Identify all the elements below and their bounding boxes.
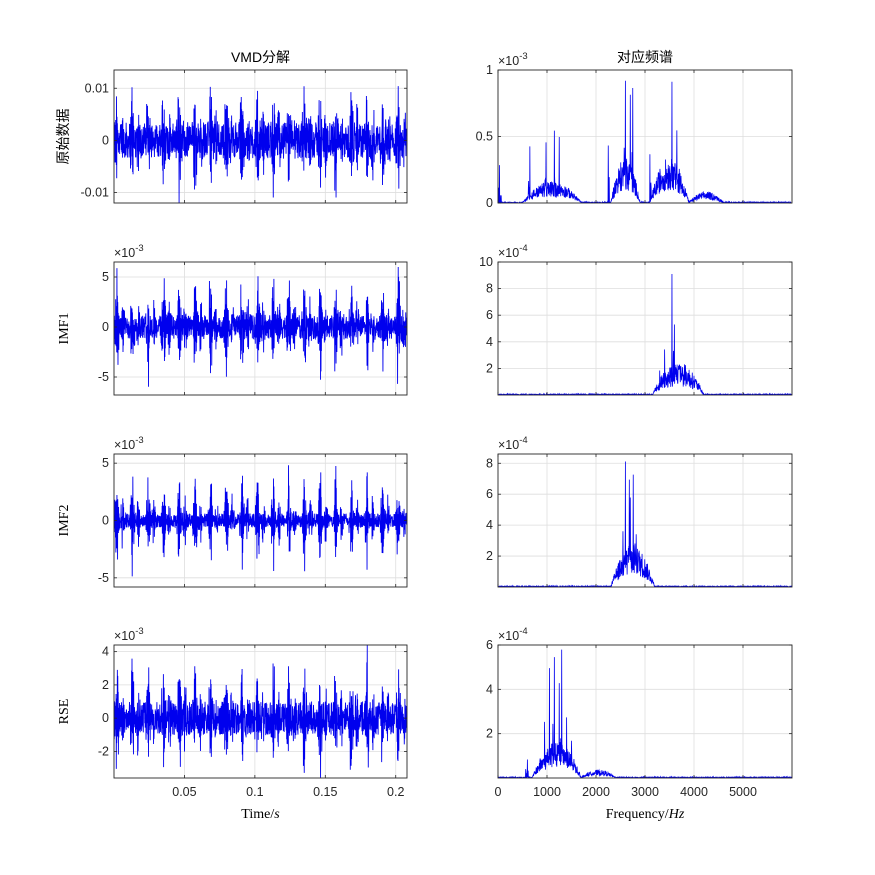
y-tick-label: 4 [486,682,493,696]
panel-imf1-spectrum: 2 4 6 8 10 ×10-4 [479,243,793,396]
y-tick-label: 0 [102,514,109,528]
y-tick-label: 10 [479,255,493,269]
y-exponent-label: ×10-3 [114,243,144,260]
x-tick-label: 0 [495,785,502,799]
panel-title: 对应频谱 [617,49,673,65]
y-tick-label: -0.01 [81,186,110,200]
y-tick-label: -2 [98,744,109,758]
x-axis-label: Frequency/Hz [606,807,685,822]
y-tick-label: 1 [486,63,493,77]
y-tick-label: 0.01 [85,81,109,95]
x-tick-label: 0.2 [387,785,404,799]
y-exponent-label: ×10-3 [498,51,528,68]
panel-raw-spectrum: 0 0.5 1 ×10-3 对应频谱 [476,49,793,210]
series-line [114,267,407,387]
panel-imf1-time: -5 0 5 ×10-3 IMF1 [57,243,408,396]
y-exponent-label: ×10-3 [114,435,144,452]
y-tick-label: 2 [486,727,493,741]
panel-rse-time: -2 0 2 4 0.05 0.1 0.15 0.2 ×10-3 RSE Time/s [57,626,408,822]
y-tick-label: 4 [486,335,493,349]
y-tick-label: 0 [102,133,109,147]
y-exponent-label: ×10-3 [114,626,144,643]
x-tick-label: 0.15 [313,785,337,799]
y-tick-label: 0 [102,320,109,334]
y-exponent-label: ×10-4 [498,626,528,643]
x-tick-label: 0.05 [172,785,196,799]
series-line [114,465,407,577]
y-tick-label: 8 [486,456,493,470]
y-tick-label: 4 [102,645,109,659]
panel-imf2-spectrum: 2 4 6 8 ×10-4 [486,435,793,588]
x-tick-label: 0.1 [246,785,263,799]
x-tick-label: 4000 [680,785,708,799]
y-tick-label: 2 [102,678,109,692]
y-exponent-label: ×10-4 [498,243,528,260]
y-axis-label: IMF1 [57,313,72,345]
y-tick-label: -5 [98,370,109,384]
panel-imf2-time: -5 0 5 ×10-3 IMF2 [57,435,408,588]
x-tick-label: 2000 [582,785,610,799]
y-exponent-label: ×10-4 [498,435,528,452]
panel-title: VMD分解 [231,49,290,65]
y-tick-label: -5 [98,571,109,585]
y-tick-label: 6 [486,308,493,322]
y-tick-label: 4 [486,518,493,532]
y-tick-label: 0 [102,711,109,725]
axes-box [113,69,408,204]
axes-box [113,261,408,396]
axes-box [113,644,408,779]
y-tick-label: 8 [486,282,493,296]
y-axis-label: IMF2 [57,505,72,537]
y-tick-label: 0 [486,196,493,210]
x-tick-label: 1000 [533,785,561,799]
x-tick-label: 5000 [729,785,757,799]
y-axis-label: 原始数据 [56,109,72,165]
y-tick-label: 6 [486,638,493,652]
y-tick-label: 2 [486,549,493,563]
y-tick-label: 6 [486,487,493,501]
panel-rse-spectrum: 2 4 6 0 1000 2000 3000 4000 5000 ×10-4 Frequency/H… [486,626,793,822]
y-tick-label: 5 [102,456,109,470]
x-tick-label: 3000 [631,785,659,799]
series-line [114,645,407,778]
y-tick-label: 0.5 [476,130,493,144]
y-tick-label: 5 [102,270,109,284]
y-tick-label: 2 [486,361,493,375]
x-axis-label: Time/s [241,807,280,822]
y-axis-label: RSE [57,699,72,725]
series-line [114,86,407,203]
